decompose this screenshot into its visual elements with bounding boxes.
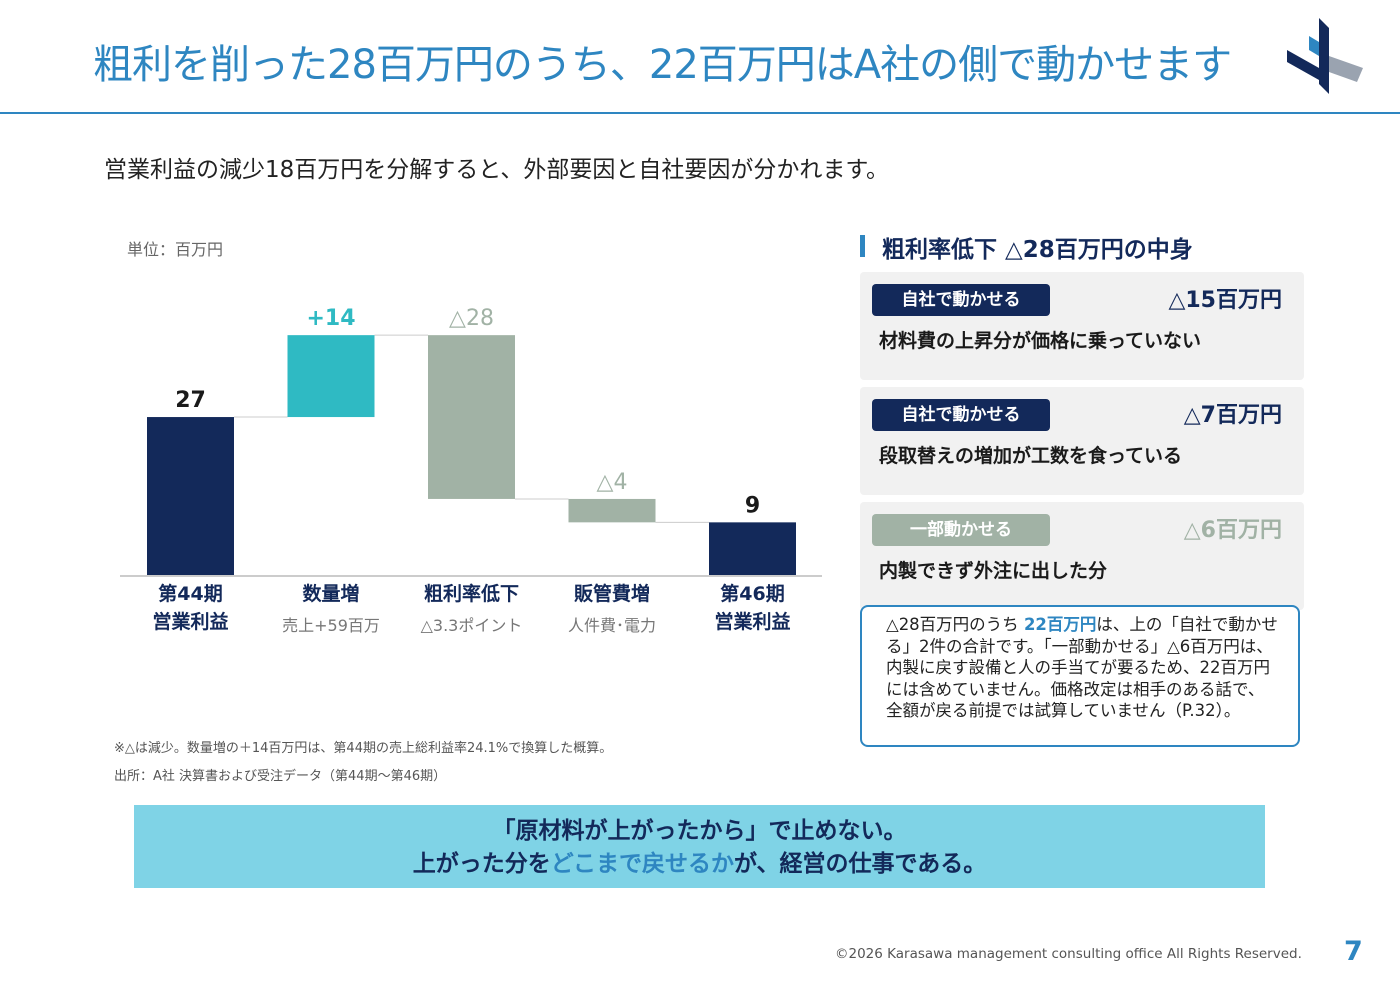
callout-highlight: 22百万円 [1023,615,1097,634]
breakdown-card-3: 一部動かせる △6百万円 内製できず外注に出した分 [860,502,1304,610]
bar-2 [287,335,375,418]
banner-highlight: どこまで戻せるか [550,851,734,877]
card-amount: △7百万円 [1183,403,1282,428]
category-label-line-2: 営業利益 [152,611,229,633]
bar-value-label-3: △28 [449,306,494,331]
page-title: 粗利を削った28百万円のうち、22百万円はA社の側で動かせます [93,42,1232,88]
category-label-5: 第46期営業利益 [693,580,813,636]
chart-source: 出所：A社 決算書および受注データ（第44期〜第46期） [114,769,447,784]
page-number: 7 [1344,936,1363,967]
bar-value-label-2: +14 [306,306,355,331]
chart-notes: ※△は減少。数量増の＋14百万円は、第44期の売上総利益率24.1%で換算した概… [114,735,612,791]
panel-accent-bar [860,235,865,257]
key-message-banner: 「原材料が上がったから」で止めない。 上がった分をどこまで戻せるかが、経営の仕事… [134,805,1265,888]
bar-value-label-4: △4 [597,470,628,495]
category-label-2: 数量増 [271,580,391,608]
breakdown-card-2: 自社で動かせる △7百万円 段取替えの増加が工数を食っている [860,387,1304,495]
chart-unit-label: 単位：百万円 [127,240,224,259]
section-subtitle: 営業利益の減少18百万円を分解すると、外部要因と自社要因が分かれます。 [104,157,890,183]
card-amount: △6百万円 [1183,518,1282,543]
category-label-3: 粗利率低下 [412,580,532,608]
header-divider [0,112,1400,114]
card-tag: 自社で動かせる [872,399,1050,431]
card-description: 内製できず外注に出した分 [879,560,1108,582]
category-sublabel-2: 売上+59百万 [282,616,380,635]
banner-line-2-pre: 上がった分を [412,851,551,877]
bar-5 [709,522,796,575]
bar-value-label-5: 9 [745,493,760,518]
explanation-callout: △28百万円のうち 22百万円は、上の「自社で動かせる」2件の合計です。「一部動… [860,605,1300,747]
category-label-line-1: 第44期 [158,583,223,605]
callout-text-2: は、上の「自社で動かせる」2件の合計です。「一部動かせる」△6百万円は、内製に戻… [886,615,1278,720]
category-label-1: 第44期営業利益 [131,580,251,636]
breakdown-card-1: 自社で動かせる △15百万円 材料費の上昇分が価格に乗っていない [860,272,1304,380]
callout-text-1: △28百万円のうち [886,615,1024,634]
copyright-text: ©2026 Karasawa management consulting off… [835,946,1302,962]
category-label-line-1: 粗利率低下 [423,583,519,605]
card-amount: △15百万円 [1168,288,1282,313]
banner-line-2-post: が、経営の仕事である。 [734,851,987,877]
bar-value-label-1: 27 [175,388,206,413]
category-label-line-1: 販管費増 [573,583,650,605]
banner-line-1: 「原材料が上がったから」で止めない。 [492,818,907,844]
category-sublabel-4: 人件費･電力 [567,616,656,635]
company-logo-icon [1287,18,1363,94]
panel-title: 粗利率低下 △28百万円の中身 [882,237,1193,263]
card-description: 材料費の上昇分が価格に乗っていない [879,330,1202,352]
category-sublabel-3: △3.3ポイント [420,616,523,635]
card-tag: 一部動かせる [872,514,1050,546]
bar-3 [428,335,515,499]
category-label-line-1: 数量増 [302,583,360,605]
category-label-line-2: 営業利益 [714,611,791,633]
waterfall-chart: 27 +14 △28 △4 9 [120,306,822,577]
chart-footnote: ※△は減少。数量増の＋14百万円は、第44期の売上総利益率24.1%で換算した概… [114,741,613,756]
bar-1 [147,417,234,575]
banner-line-2: 上がった分をどこまで戻せるかが、経営の仕事である。 [134,848,1265,881]
card-description: 段取替えの増加が工数を食っている [879,445,1183,467]
card-tag: 自社で動かせる [872,284,1050,316]
category-label-line-1: 第46期 [720,583,785,605]
category-label-4: 販管費増 [552,580,672,608]
bar-4 [568,498,656,523]
